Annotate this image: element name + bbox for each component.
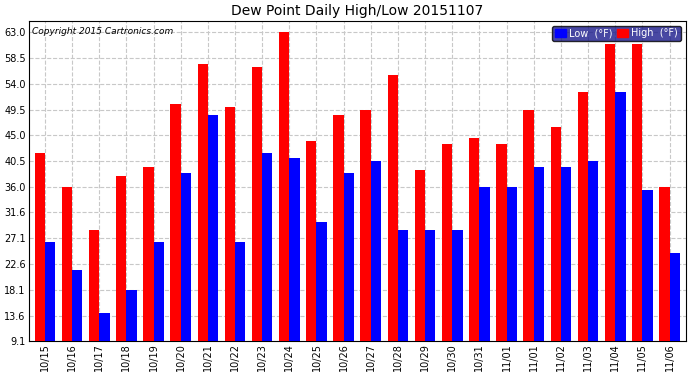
Bar bbox=[551, 127, 561, 375]
Bar bbox=[605, 44, 615, 375]
Bar bbox=[506, 187, 517, 375]
Bar bbox=[208, 116, 218, 375]
Title: Dew Point Daily High/Low 20151107: Dew Point Daily High/Low 20151107 bbox=[231, 4, 483, 18]
Bar bbox=[642, 190, 653, 375]
Bar bbox=[333, 116, 344, 375]
Bar bbox=[442, 144, 452, 375]
Bar bbox=[615, 93, 626, 375]
Bar bbox=[344, 173, 354, 375]
Bar bbox=[72, 270, 82, 375]
Bar bbox=[99, 314, 110, 375]
Legend: Low  (°F), High  (°F): Low (°F), High (°F) bbox=[552, 26, 681, 41]
Bar bbox=[415, 170, 425, 375]
Bar bbox=[388, 75, 398, 375]
Bar bbox=[126, 290, 137, 375]
Bar bbox=[496, 144, 506, 375]
Bar bbox=[170, 104, 181, 375]
Bar bbox=[452, 230, 462, 375]
Bar bbox=[61, 187, 72, 375]
Bar bbox=[561, 167, 571, 375]
Bar bbox=[252, 67, 262, 375]
Bar bbox=[480, 187, 490, 375]
Bar bbox=[116, 176, 126, 375]
Bar bbox=[181, 173, 191, 375]
Bar bbox=[45, 242, 55, 375]
Bar bbox=[279, 32, 289, 375]
Bar bbox=[225, 107, 235, 375]
Bar bbox=[306, 141, 317, 375]
Bar bbox=[469, 138, 480, 375]
Bar bbox=[425, 230, 435, 375]
Bar bbox=[659, 187, 669, 375]
Bar bbox=[632, 44, 642, 375]
Bar bbox=[89, 230, 99, 375]
Bar bbox=[398, 230, 408, 375]
Bar bbox=[371, 161, 381, 375]
Bar bbox=[262, 153, 273, 375]
Bar bbox=[317, 222, 327, 375]
Bar bbox=[144, 167, 153, 375]
Bar bbox=[289, 158, 299, 375]
Bar bbox=[197, 64, 208, 375]
Bar bbox=[534, 167, 544, 375]
Bar bbox=[235, 242, 246, 375]
Bar bbox=[34, 153, 45, 375]
Bar bbox=[153, 242, 164, 375]
Text: Copyright 2015 Cartronics.com: Copyright 2015 Cartronics.com bbox=[32, 27, 173, 36]
Bar bbox=[524, 110, 534, 375]
Bar bbox=[360, 110, 371, 375]
Bar bbox=[578, 93, 588, 375]
Bar bbox=[669, 253, 680, 375]
Bar bbox=[588, 161, 598, 375]
